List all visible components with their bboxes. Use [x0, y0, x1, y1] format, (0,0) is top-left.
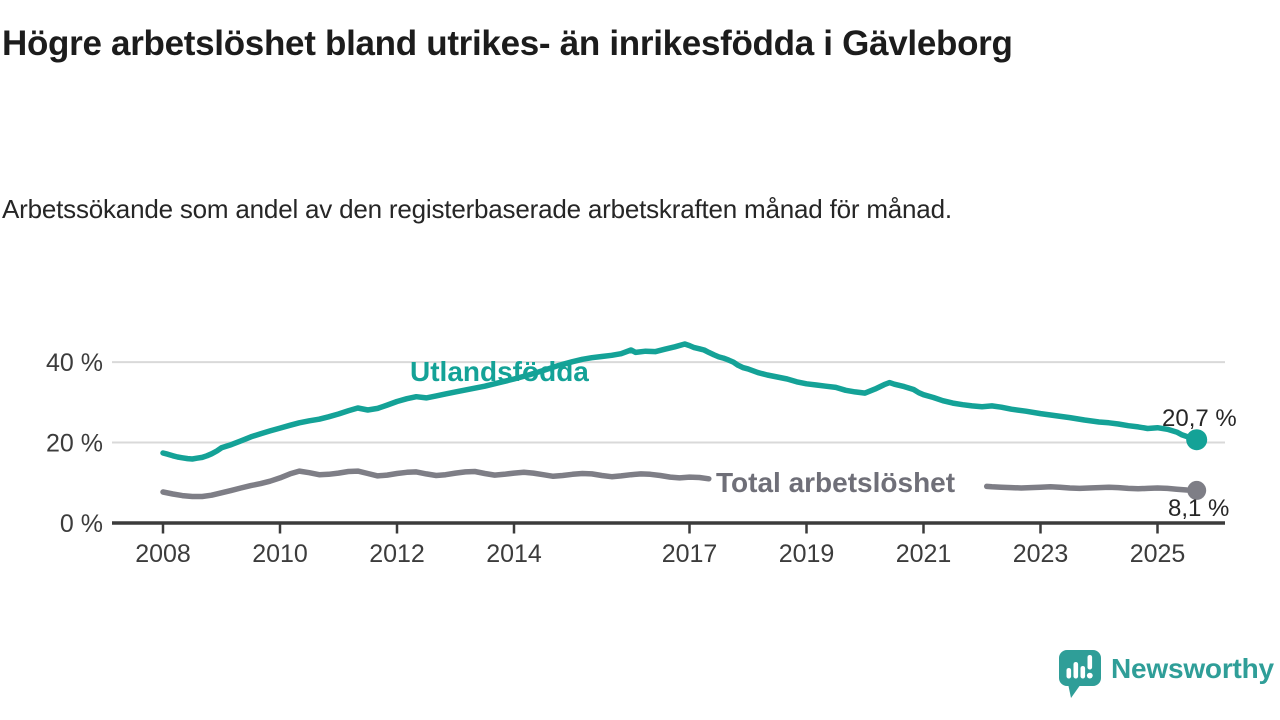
- series-label-utlandsf-dda: Utlandsfödda: [410, 356, 589, 387]
- x-tick-label-2023: 2023: [1013, 540, 1069, 568]
- x-tick-label-2019: 2019: [779, 540, 835, 568]
- newsworthy-brand: Newsworthy: [1058, 649, 1274, 701]
- series-end-value-total-arbetsl-shet: 8,1 %: [1168, 495, 1229, 522]
- series-end-dot-total-arbetsl-shet: [1187, 480, 1207, 500]
- series-line-utlandsf-dda: [160, 341, 1200, 462]
- x-tick-label-2017: 2017: [662, 540, 718, 568]
- series-line-total-arbetsl-shet-seg2: [983, 483, 1200, 494]
- brand-name: Newsworthy: [1111, 653, 1274, 684]
- logo-bar-3: [1080, 666, 1086, 679]
- logo-exclamation-bar: [1087, 655, 1093, 670]
- y-tick-label-0: 0 %: [60, 510, 103, 538]
- x-tick-label-2014: 2014: [486, 540, 542, 568]
- logo-bar-1: [1066, 668, 1072, 679]
- x-tick-label-2025: 2025: [1130, 540, 1186, 568]
- x-tick-label-2008: 2008: [135, 540, 191, 568]
- series-end-value-utlandsf-dda: 20,7 %: [1162, 405, 1237, 432]
- y-tick-label-40: 40 %: [46, 349, 103, 377]
- series-end-dot-utlandsf-dda: [1186, 429, 1208, 451]
- logo-exclamation-dot: [1086, 672, 1093, 679]
- logo-bar-2: [1073, 662, 1079, 679]
- page-title: Högre arbetslöshet bland utrikes- än inr…: [2, 24, 1013, 63]
- chart-subtitle: Arbetssökande som andel av den registerb…: [2, 194, 952, 224]
- series-line-total-arbetsl-shet-seg1: [160, 468, 712, 500]
- series-label-total-arbetsl-shet: Total arbetslöshet: [716, 467, 955, 498]
- x-tick-label-2010: 2010: [252, 540, 308, 568]
- newsworthy-logo-icon: [1059, 650, 1101, 698]
- x-tick-label-2012: 2012: [369, 540, 425, 568]
- x-tick-label-2021: 2021: [896, 540, 952, 568]
- y-tick-label-20: 20 %: [46, 430, 103, 458]
